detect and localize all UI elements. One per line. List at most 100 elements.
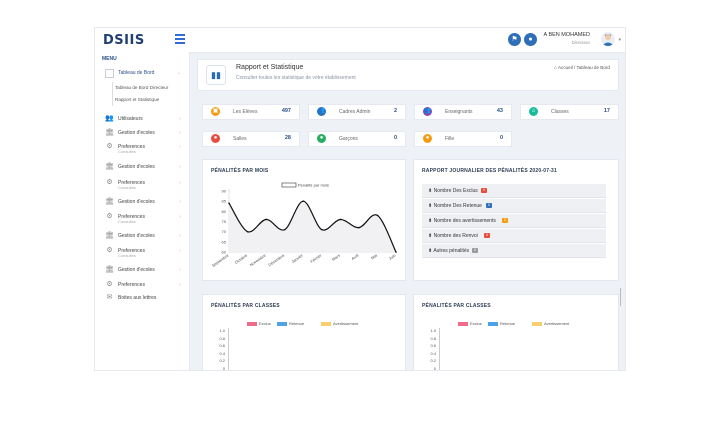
sidebar-ghost-text: Consultes [118,149,136,154]
y-axis [228,328,229,370]
girl-icon: ● [423,134,432,143]
rapport-label-text: Nombre Des Retenue [434,203,482,209]
settings-icon: ⚙ [105,247,114,255]
legend-item[interactable]: Avertissement [321,321,358,326]
legend-item[interactable]: Retenue [488,321,515,326]
sidebar-ghost-text: Consultes [118,219,136,224]
legend-item[interactable]: Avertissement [532,321,569,326]
line-chart: Penalité par mois90858075706560Septembre… [203,160,405,280]
data-point[interactable] [321,229,323,231]
data-point[interactable] [358,227,360,229]
bell-icon[interactable]: ● [524,33,537,46]
sidebar-item-2[interactable]: ⚙ Preferences › [105,142,185,152]
legend-label[interactable]: Penalité par mois [298,183,329,188]
sidebar-ghost-text: Consultes [118,185,136,190]
x-tick-label: Octobre [234,252,249,265]
boy-icon: ● [317,134,326,143]
sidebar-item-4[interactable]: ⚙ Preferences › [105,178,185,188]
legend-label: Avertissement [333,321,358,326]
sidebar-item-1[interactable]: 🏛 Gestion d'ecoles › [105,128,185,138]
legend-swatch [321,322,331,326]
bar-chart-icon: ▮▮ [206,65,226,85]
stat-card-1[interactable]: 👥 Cadres Admin 2 [308,104,406,120]
stat-card-5[interactable]: ● Garçons 0 [308,131,406,147]
data-point[interactable] [340,219,342,221]
sidebar-item-dashboard[interactable]: Tableau de Bord ⌄ [105,68,185,78]
settings-icon: ⚙ [105,143,114,151]
user-name[interactable]: A BEN MOHAMED [544,32,590,38]
x-tick-label: Février [309,252,323,264]
penalites-classes-panel-right: PÉNALITÉS PAR CLASSES Exclus Retenue Avert… [413,294,619,370]
menu-toggle-icon[interactable] [175,34,185,43]
sidebar-item-7[interactable]: 🏛 Gestion d'ecoles › [105,231,185,241]
rapport-badge: 0 [484,233,490,238]
sidebar-item-11[interactable]: ✉ Boites aux lettres [105,293,185,303]
breadcrumb: ⌂ Accueil / Tableau de Bord [554,65,610,70]
stat-value: 43 [497,108,503,114]
breadcrumb-current: Tableau de Bord [577,65,610,70]
scrollbar[interactable] [620,288,621,306]
sidebar-subitem-tableau-directeur[interactable]: Tableau de Bord Directeur [115,85,168,90]
y-tick-label: 0.4 [424,351,436,356]
sidebar-item-label: Gestion d'ecoles [118,267,155,273]
stat-label: Classes [551,109,569,115]
flag-icon[interactable]: ⚑ [508,33,521,46]
sidebar-item-label: Gestion d'ecoles [118,199,155,205]
legend-item[interactable]: Retenue [277,321,304,326]
sidebar-item-label: Gestion d'ecoles [118,164,155,170]
x-tick-label: Novembre [249,252,268,267]
rapport-journalier-panel: RAPPORT JOURNALIER DES PÉNALITÉS 2020-07… [413,159,619,281]
sidebar-item-0[interactable]: 👥 Utilisateurs › [105,114,185,124]
data-point[interactable] [377,215,379,217]
breadcrumb-home[interactable]: Accueil [558,65,573,70]
legend-swatch [532,322,542,326]
chevron-right-icon: › [179,233,181,239]
y-tick-label: 1.0 [213,328,225,333]
school-icon: 🏛 [105,232,114,240]
y-tick-label: 80 [222,209,227,214]
stat-card-2[interactable]: 👥 Enseignants 43 [414,104,512,120]
chevron-down-icon: ⌄ [177,70,181,76]
sidebar-item-6[interactable]: ⚙ Preferences › [105,212,185,222]
stat-label: Cadres Admin [339,109,370,115]
data-point[interactable] [395,251,397,253]
y-tick-label: 0.2 [424,358,436,363]
stat-card-6[interactable]: ● Fille 0 [414,131,512,147]
rapport-row-label: ⬍ Nombre Des Retenue [428,203,482,209]
sidebar-item-3[interactable]: 🏛 Gestion d'ecoles › [105,162,185,172]
rapport-label-text: Nombre Des Exclus [434,188,478,194]
sidebar-item-8[interactable]: ⚙ Preferences › [105,246,185,256]
rapport-row-label: ⬍ Nombre des avertissements [428,218,496,224]
sidebar-item-10[interactable]: ⚙ Preferences › [105,280,185,290]
data-point[interactable] [302,200,304,202]
users-icon: 👥 [105,115,114,123]
stat-card-4[interactable]: ● Salles 28 [202,131,300,147]
legend-swatch [458,322,468,326]
data-point[interactable] [284,229,286,231]
sidebar-item-9[interactable]: 🏛 Gestion d'ecoles › [105,265,185,275]
rapport-row-label: ⬍ Autres pénalités [428,248,469,254]
avatar[interactable] [601,32,615,46]
chevron-right-icon: › [179,144,181,150]
chevron-right-icon: › [179,199,181,205]
settings-icon: ⚙ [105,281,114,289]
data-point[interactable] [228,202,230,204]
sidebar-ghost-text: Consultes [118,253,136,258]
data-point[interactable] [265,219,267,221]
page-header: ▮▮ Rapport et Statistique Consulter tout… [197,59,619,91]
stat-value: 28 [285,135,291,141]
stat-card-3[interactable]: ⌂ Classes 17 [520,104,619,120]
data-point[interactable] [247,231,249,233]
panel-title: PÉNALITÉS PAR CLASSES [422,303,491,309]
chevron-down-icon[interactable]: ▾ [618,37,621,43]
legend-item[interactable]: Exclus [458,321,482,326]
dashboard-icon [105,69,114,78]
legend-item[interactable]: Exclus [247,321,271,326]
stat-card-0[interactable]: ▣ Les Elèves 497 [202,104,300,120]
penalites-mois-panel: PÉNALITÉS PAR MOIS Penalité par mois 90 85… [202,159,406,281]
sidebar-item-5[interactable]: 🏛 Gestion d'ecoles › [105,197,185,207]
app-logo[interactable]: DSIIS [103,33,145,48]
page-title: Rapport et Statistique [236,64,303,71]
sidebar-subitem-rapport[interactable]: Rapport et Statistique [115,97,159,102]
stat-label: Salles [233,136,247,142]
